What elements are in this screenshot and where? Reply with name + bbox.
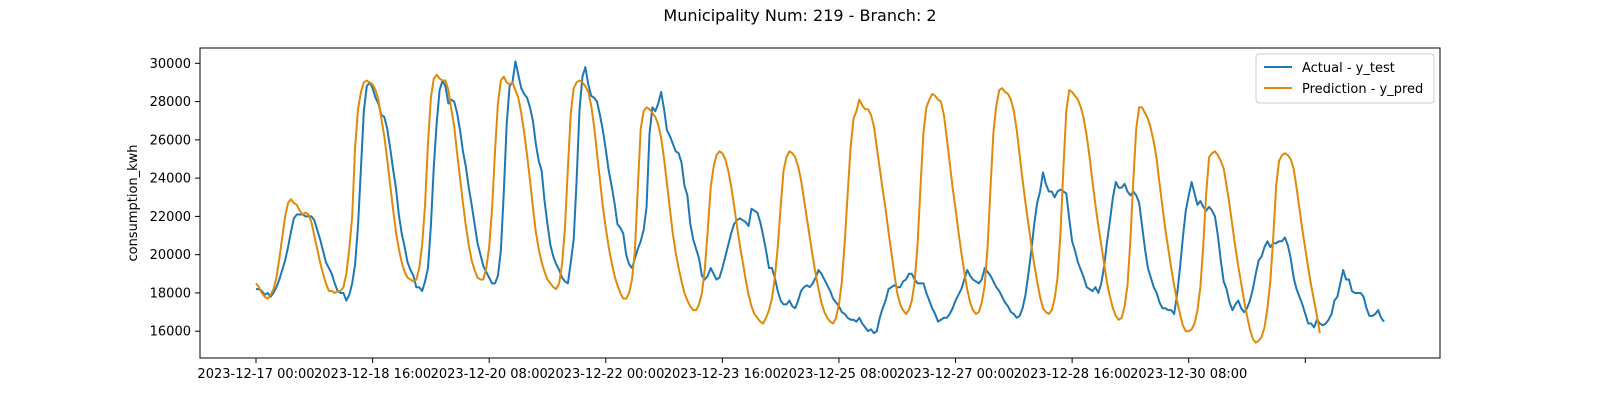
x-tick-label: 2023-12-27 00:00 [897,367,1014,382]
y-tick-label: 18000 [150,286,191,301]
x-tick-label: 2023-12-18 16:00 [314,367,431,382]
x-tick-label: 2023-12-28 16:00 [1014,367,1131,382]
x-tick-label: 2023-12-22 00:00 [547,367,664,382]
x-axis: 2023-12-17 00:00 2023-12-18 16:00 2023-12-… [197,358,1306,382]
y-tick-label: 28000 [150,95,191,110]
x-tick-label: 2023-12-25 08:00 [780,367,897,382]
x-tick-label: 2023-12-20 08:00 [431,367,548,382]
plot-frame [199,47,1441,359]
legend-label-prediction: Prediction - y_pred [1302,82,1423,97]
y-tick-label: 30000 [150,57,191,72]
x-tick-label: 2023-12-23 16:00 [664,367,781,382]
legend-label-actual: Actual - y_test [1302,61,1395,76]
y-tick-label: 24000 [150,172,191,187]
series-line-actual [256,60,1385,335]
y-tick-label: 20000 [150,248,191,263]
y-axis-label: consumption_kwh [126,144,141,261]
y-axis: 16000 18000 20000 22000 24000 26000 28000 30000 [150,57,200,340]
x-tick-label: 2023-12-30 08:00 [1130,367,1247,382]
x-tick-label: 2023-12-17 00:00 [197,367,314,382]
legend-box [1255,53,1435,104]
series-line-prediction [255,73,1321,344]
chart-title: Municipality Num: 219 - Branch: 2 [663,6,936,25]
y-tick-label: 26000 [150,133,191,148]
legend: Actual - y_test Prediction - y_pred [1255,53,1435,104]
y-tick-label: 16000 [150,325,191,340]
plot-area [255,60,1385,344]
y-tick-label: 22000 [150,210,191,225]
